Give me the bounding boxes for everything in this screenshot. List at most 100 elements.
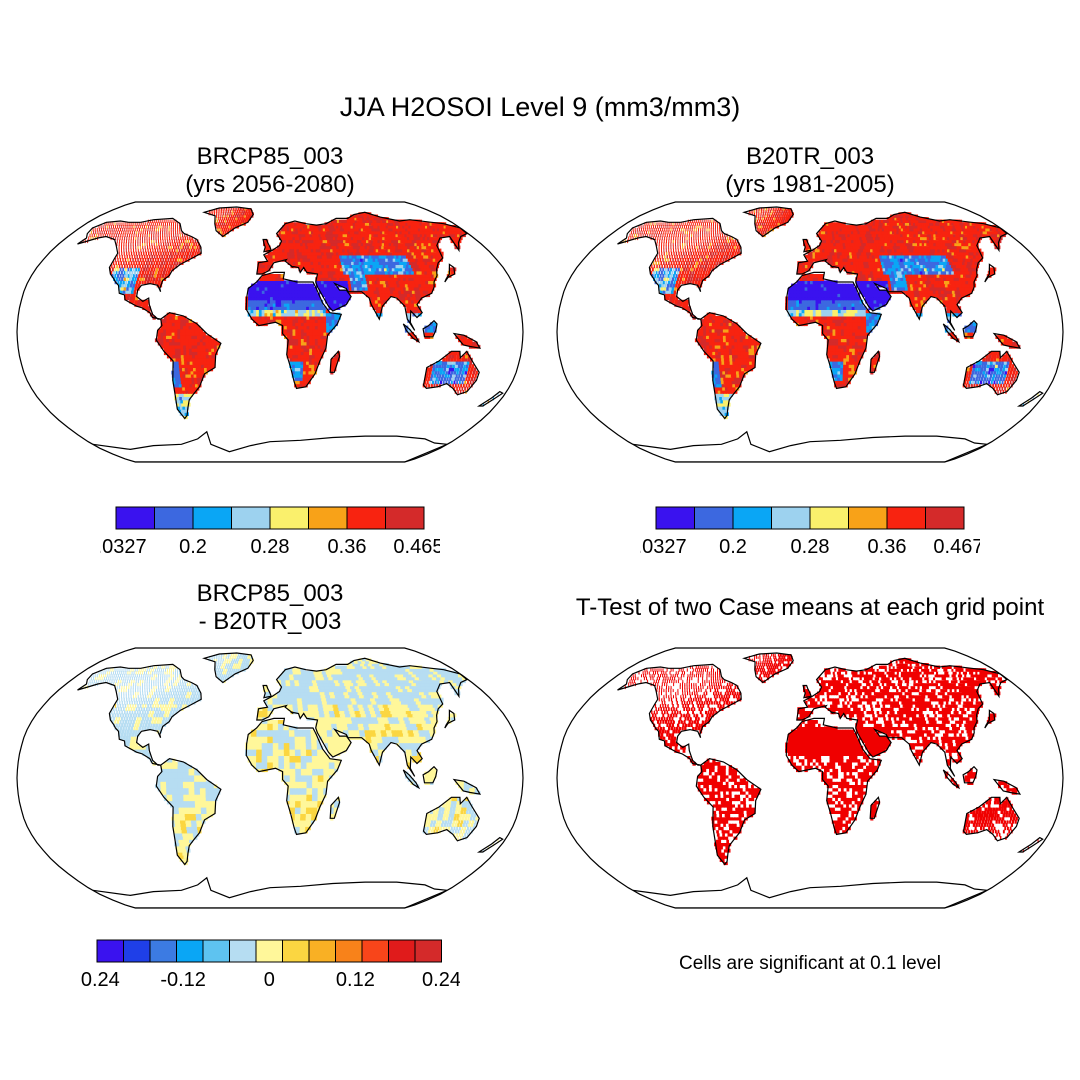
colorbar-tick-label: 0.4673 [933,536,980,558]
map-panel-abs [556,201,1064,463]
coastlines [617,206,1044,462]
coastline-britain [262,238,273,253]
colorbar-swatch [335,939,363,963]
colorbar-swatch [176,939,204,963]
colorbar-tick-label: 0.4656 [393,536,440,558]
coastlines [77,652,504,908]
panel1-title-line2: (yrs 2056-2080) [185,171,355,198]
colorbar-swatch [361,939,389,963]
colorbar-swatch [269,506,309,530]
colorbar-swatch [96,939,124,963]
coastline-greenland [742,206,794,238]
coastline-newzealand [1016,836,1044,853]
panel3-title-line2: - B20TR_003 [198,608,342,635]
colorbar-swatch [282,939,310,963]
map-border [16,201,524,463]
colorbar-swatch [255,939,283,963]
coastline-africa [245,271,343,390]
coastline-north-america [617,217,742,320]
coastline-madagascar [329,350,341,373]
coastline-antarctica [632,430,988,462]
coastline-antarctica [92,876,448,908]
significance-note: Cells are significant at 0.1 level [679,953,941,974]
colorbar-tick-label: 0.12 [336,969,375,991]
panel1-title-line1: BRCP85_003 [196,143,344,170]
colorbar-swatch [385,506,425,530]
coastline-south-america [155,312,222,420]
colorbar-swatch [655,506,695,530]
colorbar-swatch [694,506,734,530]
coastline-greenland [742,652,794,684]
panel3-title-line1: BRCP85_003 [196,580,344,607]
panel1-title: BRCP85_003 (yrs 2056-2080) [120,143,420,199]
coastline-britain [802,238,813,253]
coastline-sumatra [942,769,961,790]
map-panel-diff [16,647,524,909]
colorbar-tick-label: 0.0327 [100,536,147,558]
coastline-south-america [155,758,222,866]
colorbar-swatch [308,506,348,530]
coastline-australia [422,350,480,396]
colorbar-swatch [732,506,772,530]
coastline-borneo [962,319,978,338]
coastline-sumatra [942,323,961,344]
coastline-newzealand [476,390,504,407]
coastline-madagascar [869,350,881,373]
colorbar-swatch [771,506,811,530]
panel2-title-line2: (yrs 1981-2005) [725,171,895,198]
coastline-newzealand [1016,390,1044,407]
coastline-eurasia [796,211,1009,331]
coastline-africa [245,717,343,836]
panel4-title: T-Test of two Case means at each grid po… [575,594,1045,621]
colorbar-swatch [231,506,271,530]
coastlines [617,652,1044,908]
coastline-eurasia [256,657,469,777]
coastline-australia [962,796,1020,842]
colorbar-tick-label: -0.12 [160,969,206,991]
coastline-north-america [77,217,202,320]
map-panel-sig [556,647,1064,909]
colorbar-swatch [925,506,965,530]
map-border [556,647,1064,909]
colorbar-swatch [308,939,336,963]
colorbar-swatch [886,506,926,530]
panel3-title: BRCP85_003 - B20TR_003 [120,580,420,636]
coastline-greenland [202,652,254,684]
coastline-japan [444,709,456,729]
coastline-antarctica [632,876,988,908]
coastline-britain [262,684,273,699]
coastline-australia [422,796,480,842]
coastline-newzealand [476,836,504,853]
colorbar-tick-label: 0.2 [179,536,207,558]
coastline-japan [984,263,996,283]
coastline-eurasia [796,657,1009,777]
colorbar-swatch [192,506,232,530]
coastline-north-america [77,663,202,766]
coastline-newguinea [992,778,1022,795]
coastline-australia [962,350,1020,396]
coastline-eurasia [256,211,469,331]
colorbar-tick-label: 0.36 [328,536,367,558]
colorbar-swatch [229,939,257,963]
coastlines [77,206,504,462]
colorbar-swatch [123,939,151,963]
colorbar-swatch [115,506,155,530]
coastline-newguinea [992,332,1022,349]
coastline-sumatra [402,769,421,790]
colorbar-tick-label: 0.28 [791,536,830,558]
colorbar-tick-label: 0.0327 [640,536,687,558]
colorbar-tick-label: 0.36 [868,536,907,558]
colorbar-swatch [848,506,888,530]
coastline-africa [785,717,883,836]
colorbar-swatch [809,506,849,530]
colorbar-diff: -0.24 -0.12 0 0.12 0.24 [80,939,460,991]
coastline-north-america [617,663,742,766]
coastline-sumatra [402,323,421,344]
colorbar-swatch [414,939,442,963]
coastline-britain [802,684,813,699]
coastline-japan [984,709,996,729]
map-border [16,647,524,909]
colorbar-case2: 0.0327 0.2 0.28 0.36 0.4673 [640,506,980,558]
colorbar-tick-label: -0.24 [80,969,120,991]
